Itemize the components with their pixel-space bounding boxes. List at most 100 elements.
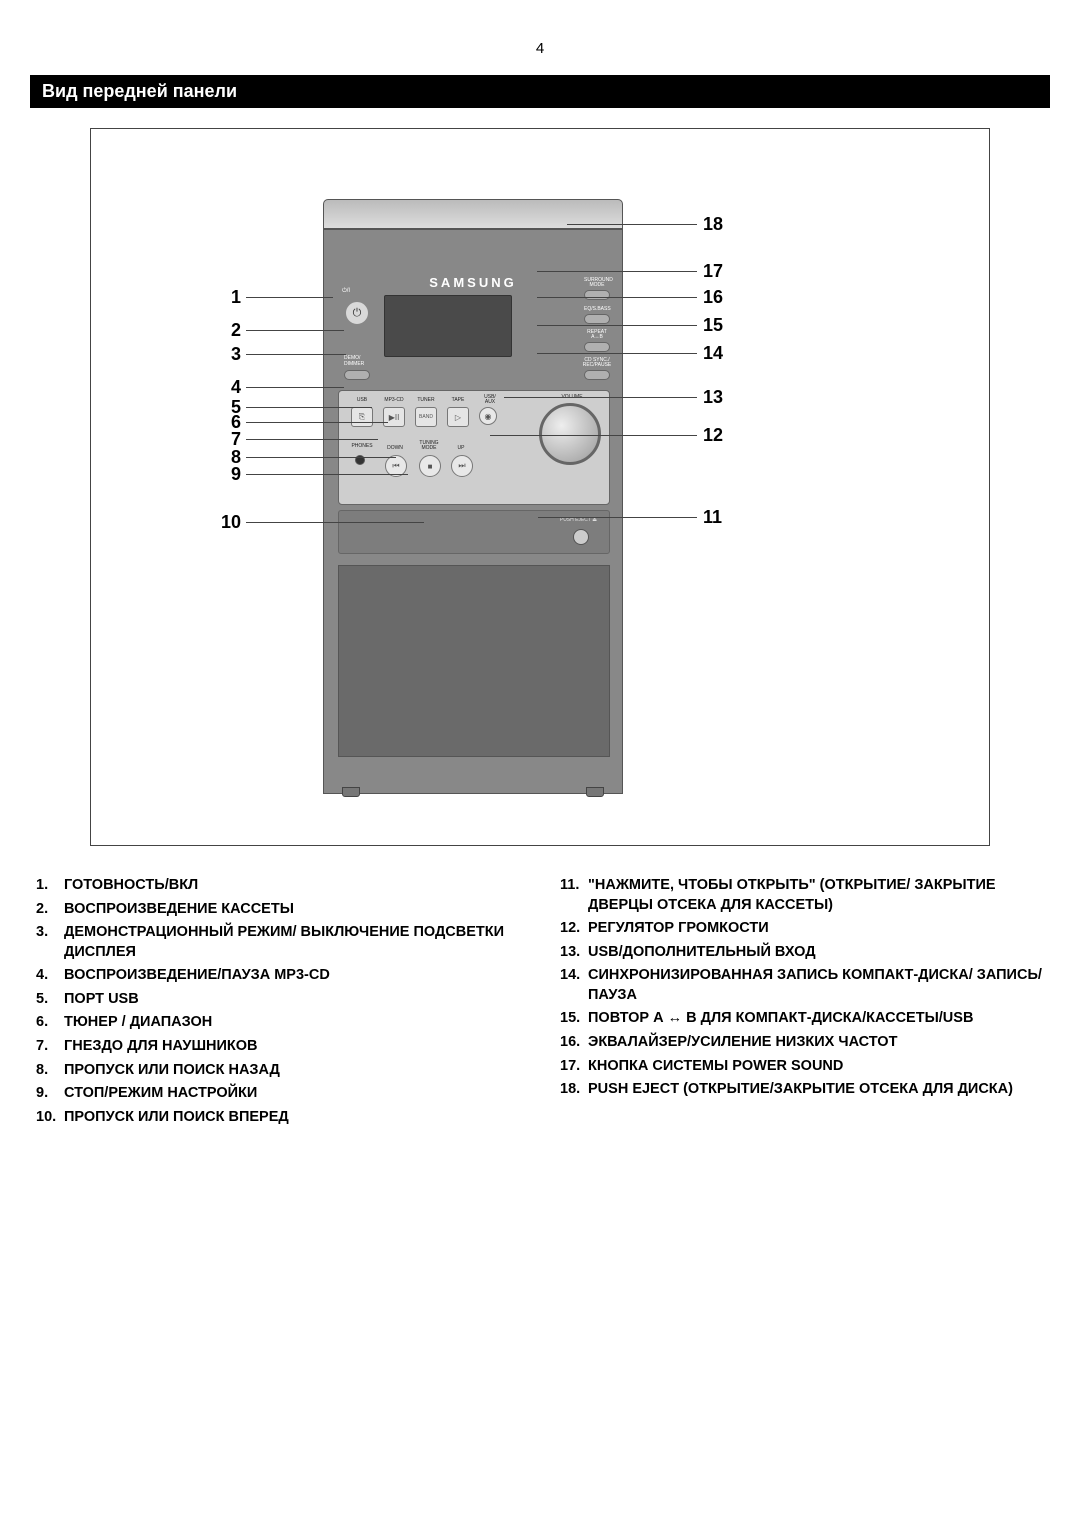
legend-num: 16. — [560, 1033, 588, 1053]
legend-text: РЕГУЛЯТОР ГРОМКОСТИ — [588, 919, 769, 939]
legend-text: ПОРТ USB — [64, 990, 139, 1010]
legend-num: 13. — [560, 943, 588, 963]
legend-num: 18. — [560, 1080, 588, 1100]
callout-num-2: 2 — [217, 320, 241, 341]
callout-num-16: 16 — [703, 287, 723, 308]
legend-row: 12.РЕГУЛЯТОР ГРОМКОСТИ — [560, 919, 1044, 939]
callout-num-14: 14 — [703, 343, 723, 364]
leader-line — [246, 439, 378, 440]
leader-line — [246, 474, 408, 475]
legend-num: 14. — [560, 966, 588, 1005]
leader-line — [537, 271, 697, 272]
legend-num: 11. — [560, 876, 588, 915]
section-header: Вид передней панели — [30, 75, 1050, 108]
legend-num: 12. — [560, 919, 588, 939]
legend-row: 1.ГОТОВНОСТЬ/ВКЛ — [36, 876, 520, 896]
callout-num-4: 4 — [217, 377, 241, 398]
legend-text: PUSH EJECT (ОТКРЫТИЕ/ЗАКРЫТИЕ ОТСЕКА ДЛЯ… — [588, 1080, 1013, 1100]
callout-num-11: 11 — [703, 507, 722, 528]
callout-num-3: 3 — [217, 344, 241, 365]
legend-num: 6. — [36, 1013, 64, 1033]
legend-text: ПОВТОР А ↔ B ДЛЯ КОМПАКТ-ДИСКА/КАССЕТЫ/U… — [588, 1009, 973, 1029]
leader-line — [246, 297, 333, 298]
up-label: UP — [453, 445, 469, 451]
callout-num-13: 13 — [703, 387, 723, 408]
usbaux-button: ◉ — [479, 407, 497, 425]
leader-line — [538, 517, 697, 518]
legend-text: СТОП/РЕЖИМ НАСТРОЙКИ — [64, 1084, 257, 1104]
demo-label: DEMO/DIMMER — [344, 355, 364, 367]
legend-num: 4. — [36, 966, 64, 986]
tape-label: TAPE — [447, 397, 469, 403]
lcd-display — [384, 295, 512, 357]
legend-text: ГОТОВНОСТЬ/ВКЛ — [64, 876, 198, 896]
legend-row: 3.ДЕМОНСТРАЦИОННЫЙ РЕЖИМ/ ВЫКЛЮЧЕНИЕ ПОД… — [36, 923, 520, 962]
legend-row: 10.ПРОПУСК ИЛИ ПОИСК ВПЕРЕД — [36, 1108, 520, 1128]
eq-button — [584, 314, 610, 324]
legend-num: 7. — [36, 1037, 64, 1057]
cdsync-label: CD SYNC./REC/PAUSE — [582, 358, 612, 368]
surround-button — [584, 290, 610, 300]
control-panel: USB ⎘ MP3-CD ▶II TUNER BAND TAPE ▷ USB/A… — [338, 390, 610, 505]
legend-row: 15.ПОВТОР А ↔ B ДЛЯ КОМПАКТ-ДИСКА/КАССЕТ… — [560, 1009, 1044, 1029]
leader-line — [246, 407, 372, 408]
legend-text: "НАЖМИТЕ, ЧТОБЫ ОТКРЫТЬ" (ОТКРЫТИЕ/ ЗАКР… — [588, 876, 1044, 915]
page-number: 4 — [30, 40, 1050, 57]
leader-line — [246, 387, 344, 388]
legend-row: 2.ВОСПРОИЗВЕДЕНИЕ КАССЕТЫ — [36, 900, 520, 920]
brand-logo: SAMSUNG — [324, 275, 622, 290]
legend-num: 9. — [36, 1084, 64, 1104]
power-label: ⏻/I — [342, 288, 350, 295]
legend-text: КНОПКА СИСТЕМЫ POWER SOUND — [588, 1057, 843, 1077]
legend-text: ВОСПРОИЗВЕДЕНИЕ/ПАУЗА MP3-CD — [64, 966, 330, 986]
legend-num: 10. — [36, 1108, 64, 1128]
legend-row: 5.ПОРТ USB — [36, 990, 520, 1010]
leader-line — [246, 330, 344, 331]
legend-text: ТЮНЕР / ДИАПАЗОН — [64, 1013, 212, 1033]
surround-label: SURROUNDMODE — [584, 278, 610, 288]
legend-num: 5. — [36, 990, 64, 1010]
legend-row: 9.СТОП/РЕЖИМ НАСТРОЙКИ — [36, 1084, 520, 1104]
cdsync-button — [584, 370, 610, 380]
speaker-grille — [338, 565, 610, 757]
legend-text: ПРОПУСК ИЛИ ПОИСК НАЗАД — [64, 1061, 280, 1081]
leader-line — [246, 522, 424, 523]
legend-text: СИНХРОНИЗИРОВАННАЯ ЗАПИСЬ КОМПАКТ-ДИСКА/… — [588, 966, 1044, 1005]
callout-num-17: 17 — [703, 261, 723, 282]
legend-num: 3. — [36, 923, 64, 962]
legend-row: 8.ПРОПУСК ИЛИ ПОИСК НАЗАД — [36, 1061, 520, 1081]
legend-num: 1. — [36, 876, 64, 896]
legend-row: 6.ТЮНЕР / ДИАПАЗОН — [36, 1013, 520, 1033]
demo-button — [344, 370, 370, 380]
legend-column-right: 11."НАЖМИТЕ, ЧТОБЫ ОТКРЫТЬ" (ОТКРЫТИЕ/ З… — [560, 876, 1044, 1131]
legend: 1.ГОТОВНОСТЬ/ВКЛ2.ВОСПРОИЗВЕДЕНИЕ КАССЕТ… — [30, 876, 1050, 1131]
legend-num: 15. — [560, 1009, 588, 1029]
tuning-label: TUNINGMODE — [417, 441, 441, 451]
device-illustration: SAMSUNG ⏻/I ⏻ SURROUNDMODE EQ/S.BASS REP… — [323, 199, 623, 794]
legend-text: ДЕМОНСТРАЦИОННЫЙ РЕЖИМ/ ВЫКЛЮЧЕНИЕ ПОДСВ… — [64, 923, 520, 962]
legend-column-left: 1.ГОТОВНОСТЬ/ВКЛ2.ВОСПРОИЗВЕДЕНИЕ КАССЕТ… — [36, 876, 520, 1131]
usb-label: USB — [351, 397, 373, 403]
up-button: ⏭ — [451, 455, 473, 477]
legend-num: 17. — [560, 1057, 588, 1077]
eject-button — [573, 529, 589, 545]
legend-text: ВОСПРОИЗВЕДЕНИЕ КАССЕТЫ — [64, 900, 294, 920]
volume-knob — [539, 403, 601, 465]
foot-left — [342, 787, 360, 797]
callout-num-12: 12 — [703, 425, 723, 446]
legend-text: ГНЕЗДО ДЛЯ НАУШНИКОВ — [64, 1037, 258, 1057]
legend-row: 7.ГНЕЗДО ДЛЯ НАУШНИКОВ — [36, 1037, 520, 1057]
leader-line — [537, 297, 697, 298]
mp3cd-button: ▶II — [383, 407, 405, 427]
leader-line — [246, 457, 396, 458]
legend-text: ЭКВАЛАЙЗЕР/УСИЛЕНИЕ НИЗКИХ ЧАСТОТ — [588, 1033, 897, 1053]
legend-num: 2. — [36, 900, 64, 920]
leader-line — [246, 422, 388, 423]
repeat-button — [584, 342, 610, 352]
tuner-button: BAND — [415, 407, 437, 427]
foot-right — [586, 787, 604, 797]
eq-label: EQ/S.BASS — [584, 306, 610, 312]
legend-text: USB/ДОПОЛНИТЕЛЬНЫЙ ВХОД — [588, 943, 816, 963]
legend-num: 8. — [36, 1061, 64, 1081]
legend-row: 11."НАЖМИТЕ, ЧТОБЫ ОТКРЫТЬ" (ОТКРЫТИЕ/ З… — [560, 876, 1044, 915]
